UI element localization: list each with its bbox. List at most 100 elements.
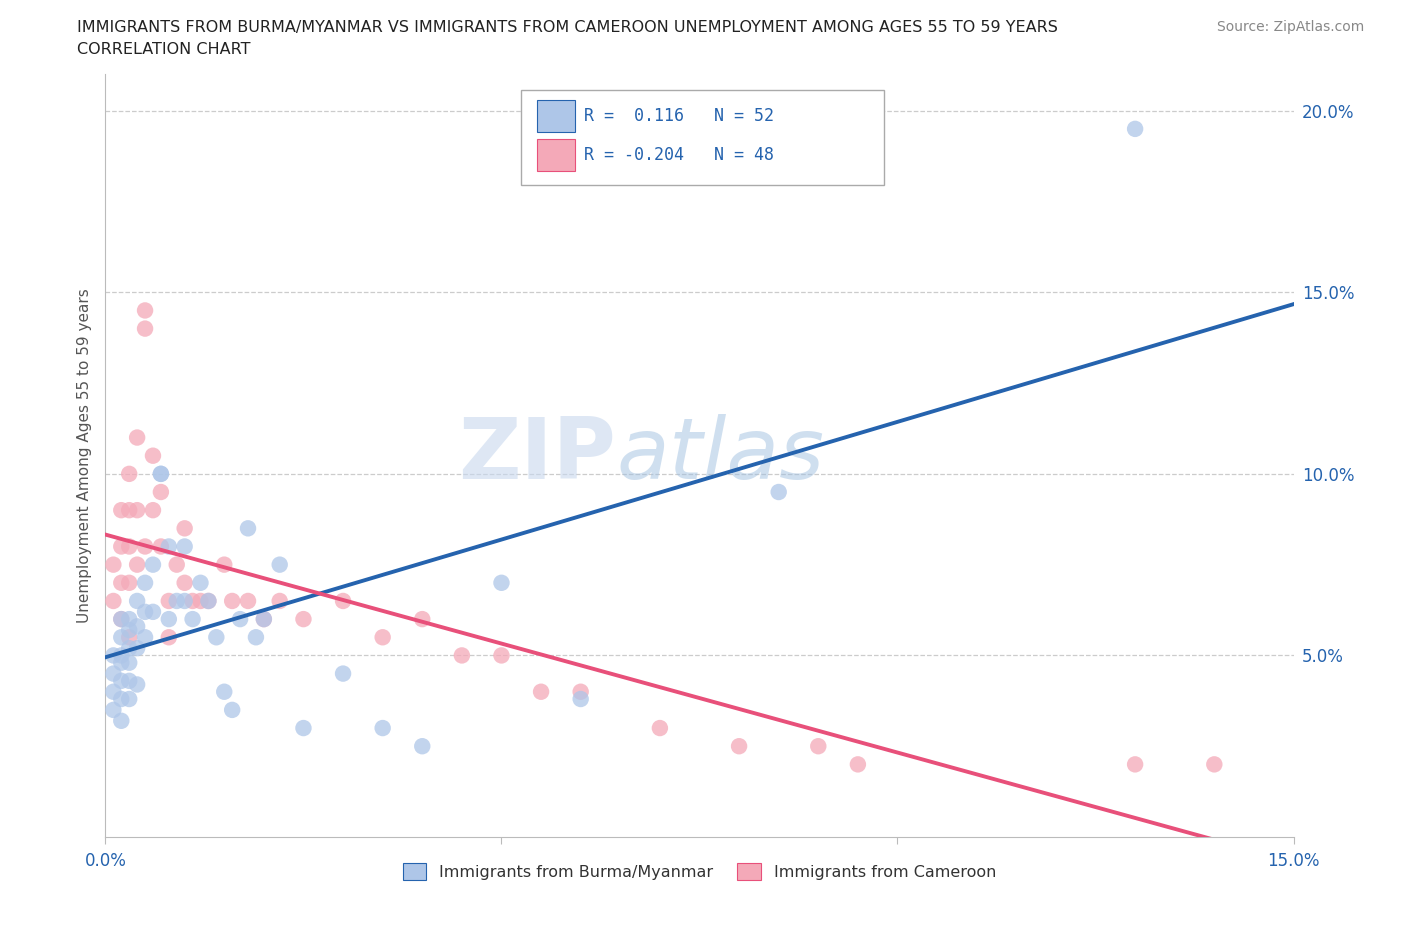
Point bbox=[173, 539, 195, 554]
Point bbox=[371, 721, 394, 736]
Point bbox=[221, 702, 243, 717]
Point bbox=[292, 612, 315, 627]
Point bbox=[332, 666, 354, 681]
Point bbox=[371, 630, 394, 644]
Point bbox=[110, 503, 132, 518]
Point bbox=[292, 721, 315, 736]
Point bbox=[236, 593, 259, 608]
Point bbox=[142, 503, 165, 518]
Point bbox=[190, 593, 212, 608]
Point bbox=[1123, 122, 1146, 137]
Point bbox=[157, 593, 180, 608]
Point bbox=[846, 757, 869, 772]
Point bbox=[269, 557, 291, 572]
Point bbox=[127, 677, 149, 692]
Point bbox=[149, 467, 172, 482]
Point bbox=[127, 430, 149, 445]
Point bbox=[253, 612, 276, 627]
Point bbox=[118, 622, 141, 637]
Point bbox=[110, 630, 132, 644]
Point bbox=[134, 303, 156, 318]
Point bbox=[173, 593, 195, 608]
Text: IMMIGRANTS FROM BURMA/MYANMAR VS IMMIGRANTS FROM CAMEROON UNEMPLOYMENT AMONG AGE: IMMIGRANTS FROM BURMA/MYANMAR VS IMMIGRA… bbox=[77, 20, 1059, 35]
Point bbox=[118, 612, 141, 627]
Point bbox=[807, 738, 830, 753]
Point bbox=[157, 630, 180, 644]
Point bbox=[110, 713, 132, 728]
Point bbox=[491, 648, 513, 663]
Point bbox=[110, 648, 132, 663]
Point bbox=[157, 539, 180, 554]
Point bbox=[118, 503, 141, 518]
Point bbox=[127, 503, 149, 518]
Point bbox=[166, 593, 188, 608]
Point bbox=[173, 521, 195, 536]
Point bbox=[197, 593, 219, 608]
Point bbox=[103, 666, 125, 681]
Point bbox=[214, 684, 236, 699]
Point bbox=[768, 485, 790, 499]
Point bbox=[166, 557, 188, 572]
Point bbox=[269, 593, 291, 608]
Point bbox=[134, 321, 156, 336]
Point bbox=[245, 630, 267, 644]
Point bbox=[142, 604, 165, 619]
Point bbox=[103, 593, 125, 608]
Point bbox=[103, 648, 125, 663]
Point bbox=[569, 684, 592, 699]
Point bbox=[236, 521, 259, 536]
Point bbox=[332, 593, 354, 608]
Point bbox=[118, 576, 141, 591]
Point bbox=[569, 692, 592, 707]
Text: Source: ZipAtlas.com: Source: ZipAtlas.com bbox=[1216, 20, 1364, 34]
Point bbox=[134, 539, 156, 554]
Point bbox=[221, 593, 243, 608]
Point bbox=[127, 593, 149, 608]
Point bbox=[134, 576, 156, 591]
Point bbox=[110, 692, 132, 707]
FancyBboxPatch shape bbox=[537, 140, 575, 171]
Text: ZIP: ZIP bbox=[458, 414, 616, 498]
Point bbox=[118, 673, 141, 688]
Point bbox=[411, 738, 433, 753]
FancyBboxPatch shape bbox=[522, 89, 883, 185]
Point bbox=[1123, 757, 1146, 772]
Point bbox=[103, 557, 125, 572]
Legend: Immigrants from Burma/Myanmar, Immigrants from Cameroon: Immigrants from Burma/Myanmar, Immigrant… bbox=[396, 857, 1002, 886]
Point bbox=[149, 485, 172, 499]
Point bbox=[110, 576, 132, 591]
Point bbox=[214, 557, 236, 572]
Point bbox=[118, 656, 141, 671]
Point bbox=[253, 612, 276, 627]
Point bbox=[127, 619, 149, 634]
Point bbox=[205, 630, 228, 644]
Point bbox=[190, 576, 212, 591]
Point bbox=[118, 641, 141, 656]
Point bbox=[648, 721, 671, 736]
Point bbox=[127, 641, 149, 656]
Text: R =  0.116   N = 52: R = 0.116 N = 52 bbox=[585, 107, 775, 125]
Point bbox=[142, 448, 165, 463]
Point bbox=[173, 576, 195, 591]
Text: atlas: atlas bbox=[616, 414, 824, 498]
Point bbox=[229, 612, 252, 627]
Point bbox=[110, 656, 132, 671]
Point bbox=[110, 612, 132, 627]
Point bbox=[118, 630, 141, 644]
Text: CORRELATION CHART: CORRELATION CHART bbox=[77, 42, 250, 57]
Point bbox=[197, 593, 219, 608]
Y-axis label: Unemployment Among Ages 55 to 59 years: Unemployment Among Ages 55 to 59 years bbox=[76, 288, 91, 623]
Point bbox=[149, 467, 172, 482]
Text: R = -0.204   N = 48: R = -0.204 N = 48 bbox=[585, 146, 775, 165]
Point bbox=[1204, 757, 1226, 772]
Point bbox=[118, 692, 141, 707]
Point bbox=[491, 576, 513, 591]
FancyBboxPatch shape bbox=[537, 100, 575, 132]
Point bbox=[149, 539, 172, 554]
Point bbox=[530, 684, 553, 699]
Point bbox=[157, 612, 180, 627]
Point bbox=[110, 612, 132, 627]
Point bbox=[450, 648, 472, 663]
Point bbox=[181, 612, 204, 627]
Point bbox=[142, 557, 165, 572]
